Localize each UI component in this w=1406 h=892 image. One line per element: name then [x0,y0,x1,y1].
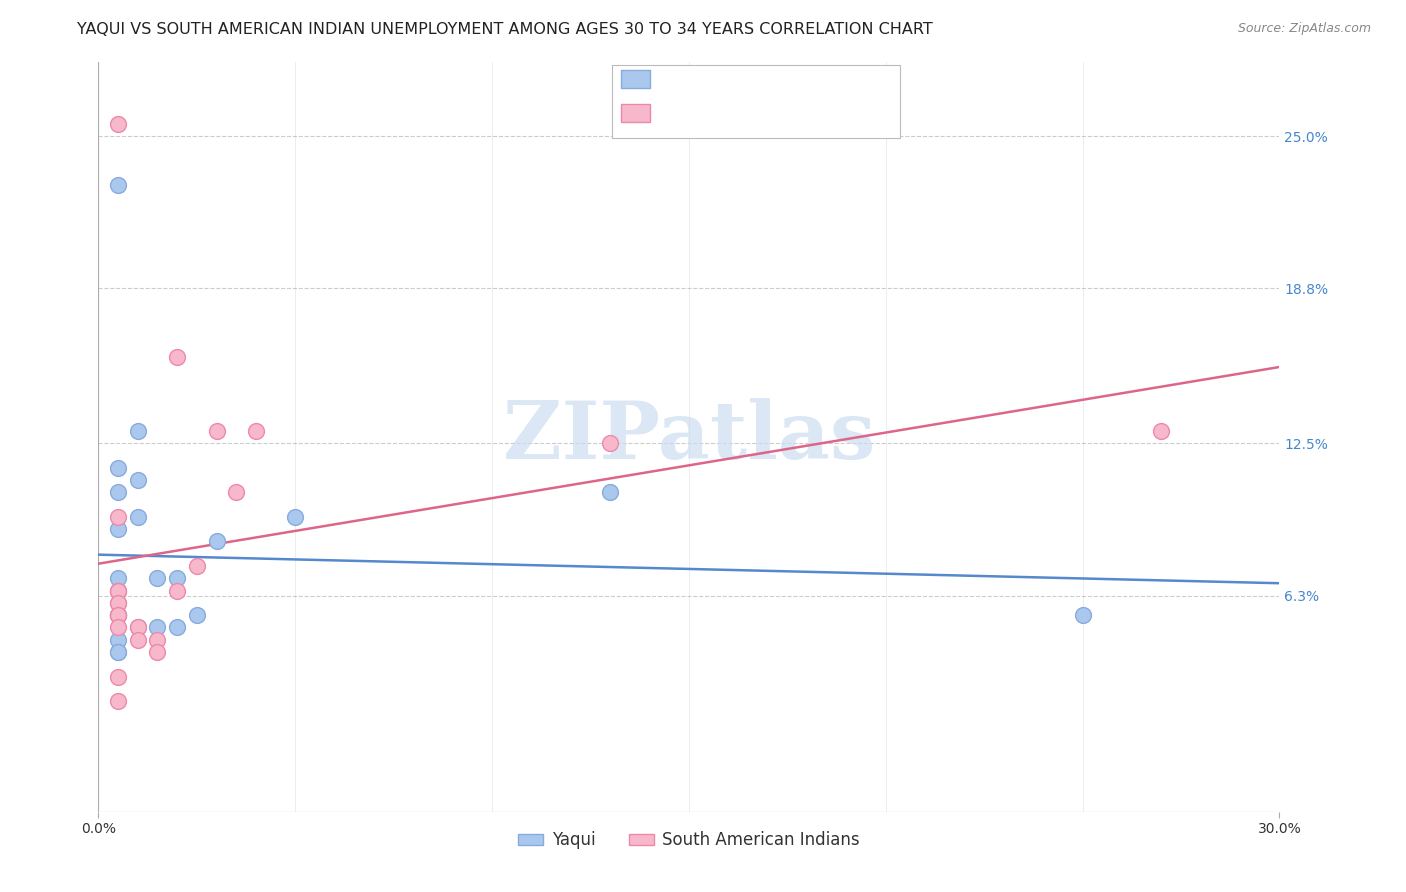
Point [107,608,129,623]
Point [225,485,247,500]
Point [107,178,129,193]
Point [107,608,129,623]
Point [205,534,228,549]
Point [107,670,129,684]
Point [127,473,149,487]
Point [107,583,129,598]
Point [107,608,129,623]
Text: 22: 22 [801,104,825,122]
Point [107,117,129,131]
Text: 0.229: 0.229 [696,104,749,122]
Text: R =: R = [657,104,693,122]
Point [146,645,169,659]
Point [107,608,129,623]
Point [107,571,129,585]
Text: N =: N = [766,104,803,122]
Point [127,632,149,647]
Point [127,510,149,524]
Text: 26: 26 [801,70,824,88]
Point [107,694,129,708]
Point [107,583,129,598]
Point [186,608,208,623]
Point [186,559,208,574]
Point [599,436,621,450]
Point [1071,608,1094,623]
Point [166,620,188,634]
Point [107,583,129,598]
Text: R =: R = [657,70,693,88]
Point [107,522,129,536]
Text: ZIPatlas: ZIPatlas [503,398,875,476]
Point [284,510,307,524]
Point [107,645,129,659]
Point [107,608,129,623]
Point [599,485,621,500]
Point [107,510,129,524]
Point [107,460,129,475]
Text: Source: ZipAtlas.com: Source: ZipAtlas.com [1237,22,1371,36]
Point [146,620,169,634]
Point [107,485,129,500]
Point [245,424,267,438]
Point [127,424,149,438]
Point [107,645,129,659]
Point [146,632,169,647]
Point [1150,424,1173,438]
Text: N =: N = [766,70,803,88]
Point [166,350,188,364]
Point [127,620,149,634]
Point [146,571,169,585]
Point [107,596,129,610]
Point [107,632,129,647]
Legend: Yaqui, South American Indians: Yaqui, South American Indians [512,824,866,855]
Point [107,620,129,634]
Point [166,571,188,585]
Point [127,620,149,634]
Point [166,583,188,598]
Text: -0.026: -0.026 [696,70,755,88]
Point [205,424,228,438]
Text: YAQUI VS SOUTH AMERICAN INDIAN UNEMPLOYMENT AMONG AGES 30 TO 34 YEARS CORRELATIO: YAQUI VS SOUTH AMERICAN INDIAN UNEMPLOYM… [77,22,934,37]
Point [107,596,129,610]
